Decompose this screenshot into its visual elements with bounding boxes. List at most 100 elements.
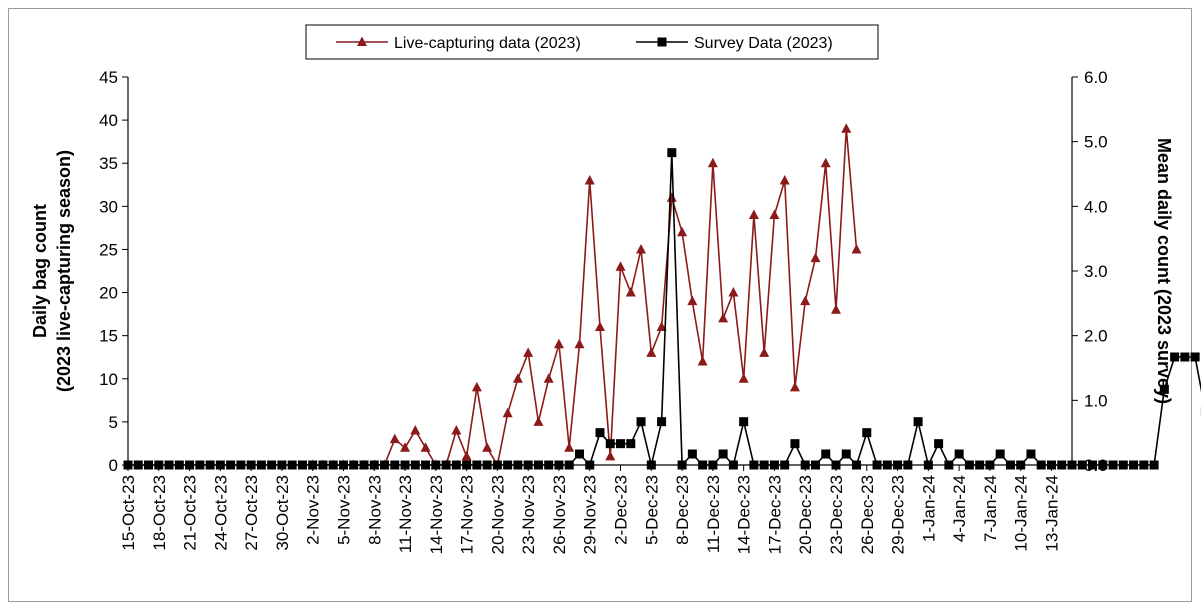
live-capturing-data-point [543,373,554,383]
survey-data-point [759,460,769,470]
survey-data-point [769,460,779,470]
live-capturing-data-point [810,252,821,263]
survey-data-point [574,449,584,459]
legend-marker-survey [657,37,667,47]
live-capturing-data-point [851,243,862,254]
x-tick-label: 7-Jan-24 [981,475,1000,542]
survey-data-point [277,460,287,470]
survey-data-point [718,449,728,459]
live-capturing-data-point [574,338,585,349]
live-capturing-data-point [533,416,544,426]
survey-data-point [236,460,246,470]
live-capturing-data-point [605,450,616,461]
y-left-tick-label: 35 [99,154,118,173]
survey-data-point [862,428,872,438]
x-tick-label: 2-Dec-23 [612,475,631,545]
survey-data-point [195,460,205,470]
y-left-tick-label: 30 [99,197,118,216]
live-capturing-data-point [502,407,513,418]
survey-data-point [964,460,974,470]
survey-data-point [390,460,400,470]
live-capturing-data-point [471,381,482,392]
survey-data-point [328,460,338,470]
survey-data-point [841,449,851,459]
survey-data-point [1026,449,1036,459]
y-right-tick-label: 1.0 [1084,391,1108,410]
live-capturing-data-point [779,174,790,185]
survey-data-point [308,460,318,470]
y-right-tick-label: 3.0 [1084,262,1108,281]
survey-data-point [800,460,810,470]
survey-data-point [810,460,820,470]
survey-data-point [318,460,328,470]
survey-data-point [1118,460,1128,470]
survey-data-point [1077,460,1087,470]
x-tick-label: 8-Dec-23 [673,475,692,545]
survey-data-point [739,417,749,427]
live-capturing-data-point [410,425,421,435]
survey-data-point [585,460,595,470]
survey-data-point [1046,460,1056,470]
survey-data-point [923,460,933,470]
survey-data-point [421,460,431,470]
survey-data-point [451,460,461,470]
survey-data-point [995,449,1005,459]
live-capturing-data-point [841,123,852,133]
x-tick-label: 23-Nov-23 [519,475,538,554]
survey-data-point [636,417,646,427]
live-capturing-data-point [820,157,831,168]
survey-data-point [708,460,718,470]
survey-data-point [472,460,482,470]
survey-data-point [554,460,564,470]
survey-data-point [462,460,472,470]
survey-data-point [728,460,738,470]
survey-data-point [872,460,882,470]
survey-data-point [205,460,215,470]
survey-data-point [256,460,266,470]
live-capturing-data-point [523,347,534,357]
survey-data-point [657,417,667,427]
survey-data-point [667,148,677,158]
survey-data-point [954,449,964,459]
live-capturing-data-point [553,338,564,349]
x-tick-label: 11-Nov-23 [396,475,415,553]
survey-data-point [903,460,913,470]
series-line-live-capturing [312,127,858,466]
y-left-tick-label: 10 [99,370,118,389]
survey-data-point [1190,352,1200,362]
x-tick-label: 29-Dec-23 [889,475,908,554]
live-capturing-data-point [697,356,708,366]
live-capturing-data-point [512,373,523,383]
survey-data-point [749,460,759,470]
survey-data-point [985,460,995,470]
survey-data-point [1129,460,1139,470]
x-tick-label: 21-Oct-23 [181,475,200,551]
live-capturing-data-point [400,442,411,452]
live-capturing-data-point [748,209,759,219]
legend-marker-live-capturing [357,36,367,46]
x-tick-label: 11-Dec-23 [704,475,723,553]
live-capturing-data-point [677,226,688,237]
live-capturing-data-point [738,373,749,383]
x-tick-label: 1-Jan-24 [919,475,938,542]
survey-data-point [359,460,369,470]
survey-data-point [1108,460,1118,470]
x-tick-label: 30-Oct-23 [273,475,292,551]
survey-data-point [595,428,605,438]
survey-data-point [831,460,841,470]
legend-label-survey: Survey Data (2023) [694,35,833,52]
survey-data-point [513,460,523,470]
x-tick-label: 14-Dec-23 [735,475,754,554]
y-left-tick-label: 40 [99,111,118,130]
x-tick-label: 26-Dec-23 [858,475,877,554]
survey-data-point [893,460,903,470]
survey-data-point [441,460,451,470]
x-tick-label: 5-Nov-23 [334,475,353,545]
x-tick-label: 29-Nov-23 [581,475,600,554]
x-tick-label: 27-Oct-23 [242,475,261,551]
x-tick-label: 23-Dec-23 [827,475,846,554]
survey-data-point [226,460,236,470]
y-right-tick-label: 5.0 [1084,133,1108,152]
live-capturing-data-point [595,321,605,332]
survey-data-point [646,460,656,470]
